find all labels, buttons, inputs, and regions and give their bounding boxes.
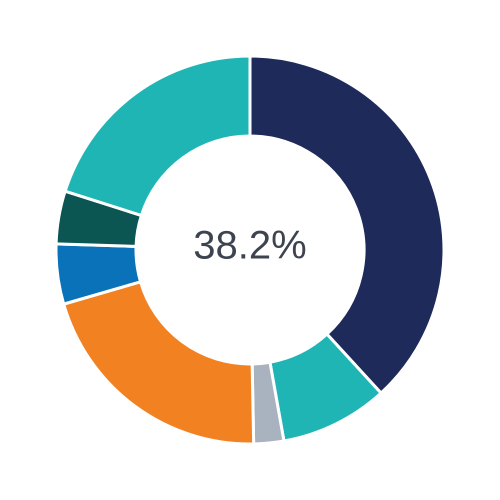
donut-slice <box>248 54 446 396</box>
donut-slice <box>61 279 256 446</box>
donut-slice <box>63 54 252 218</box>
center-label: 38.2% <box>193 224 306 268</box>
slices <box>54 54 446 446</box>
